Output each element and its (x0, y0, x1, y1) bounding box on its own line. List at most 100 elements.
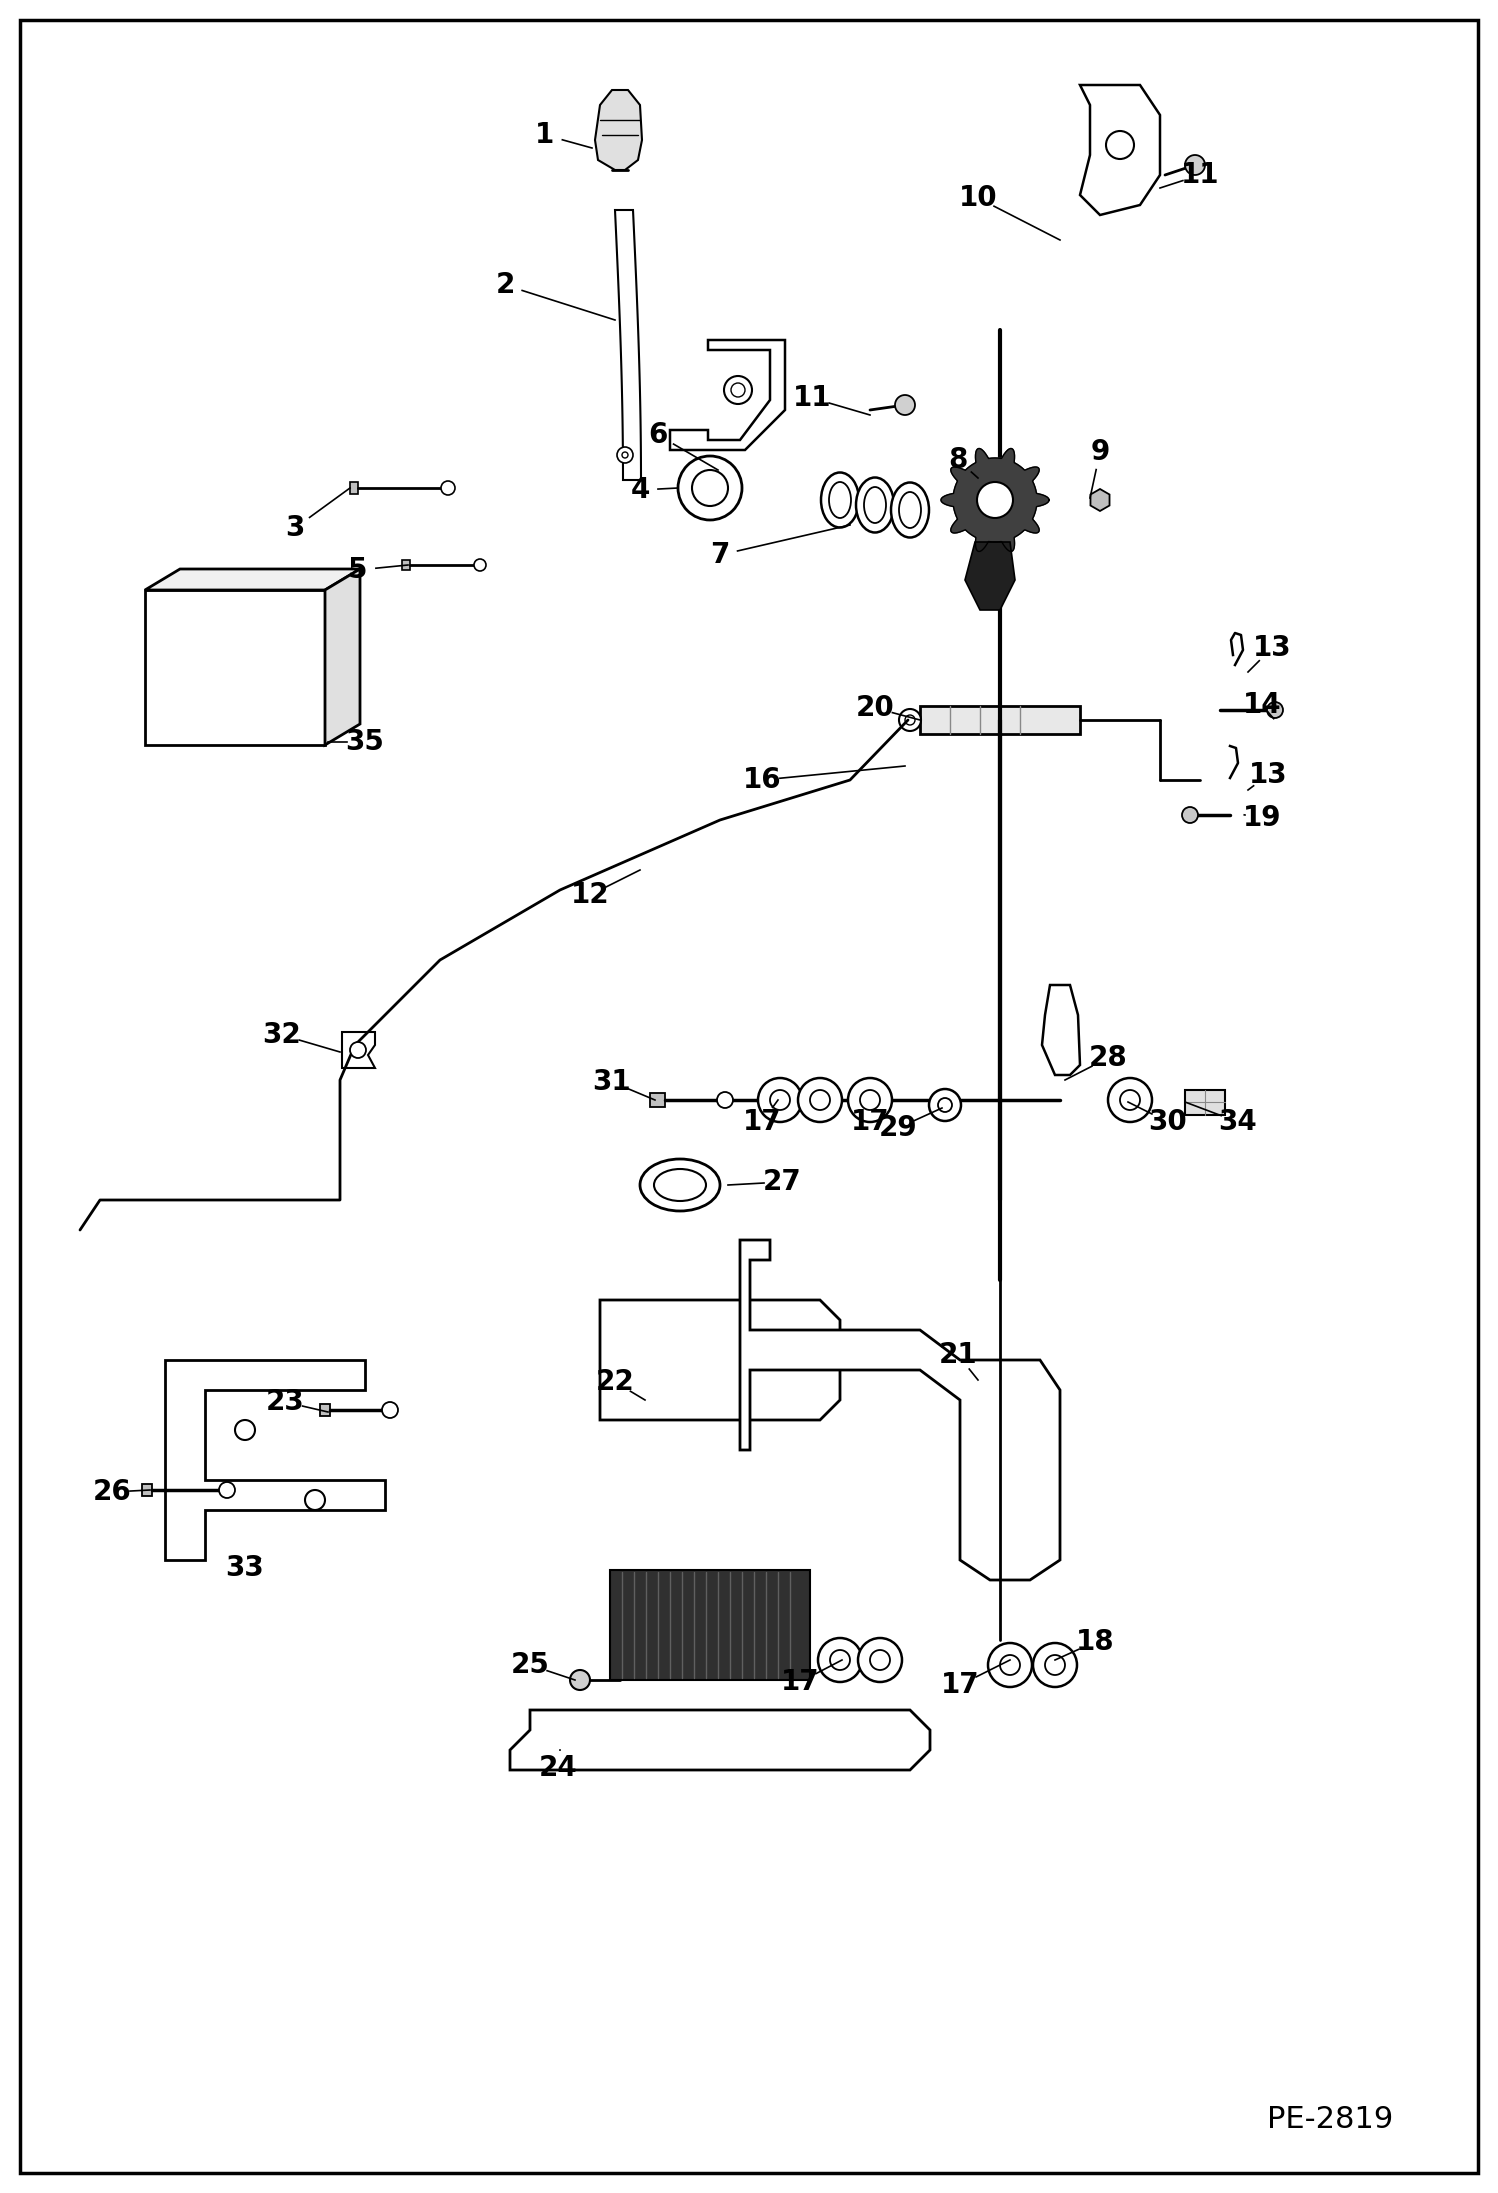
Text: 19: 19 (1243, 805, 1281, 831)
Circle shape (830, 1649, 849, 1671)
Polygon shape (145, 590, 325, 746)
Circle shape (977, 482, 1013, 518)
Ellipse shape (640, 1158, 721, 1211)
Ellipse shape (828, 482, 851, 518)
Circle shape (1109, 1079, 1152, 1123)
Text: 29: 29 (879, 1114, 917, 1143)
Circle shape (899, 708, 921, 730)
Text: 7: 7 (710, 542, 730, 568)
Text: 33: 33 (226, 1555, 264, 1581)
Circle shape (731, 384, 745, 397)
Circle shape (798, 1079, 842, 1123)
Circle shape (1106, 132, 1134, 160)
Polygon shape (595, 90, 643, 171)
Circle shape (718, 1092, 733, 1107)
Circle shape (848, 1079, 891, 1123)
Text: 35: 35 (346, 728, 385, 757)
Circle shape (989, 1643, 1032, 1686)
Text: 2: 2 (496, 272, 515, 298)
Polygon shape (321, 1404, 330, 1417)
Text: 18: 18 (1076, 1627, 1115, 1656)
Polygon shape (740, 1239, 1061, 1579)
Text: 14: 14 (1243, 691, 1281, 719)
Text: 22: 22 (596, 1368, 634, 1397)
Circle shape (938, 1099, 953, 1112)
Text: 25: 25 (511, 1651, 550, 1680)
Circle shape (351, 1042, 366, 1057)
Circle shape (818, 1638, 861, 1682)
Polygon shape (509, 1711, 930, 1770)
Circle shape (622, 452, 628, 458)
Text: 26: 26 (93, 1478, 132, 1507)
Polygon shape (165, 1360, 385, 1559)
Circle shape (1034, 1643, 1077, 1686)
Text: 31: 31 (593, 1068, 631, 1096)
Polygon shape (670, 340, 785, 450)
Text: 9: 9 (1091, 439, 1110, 465)
Text: 17: 17 (941, 1671, 980, 1700)
Text: 20: 20 (855, 693, 894, 721)
Circle shape (860, 1090, 879, 1110)
Text: 34: 34 (1219, 1107, 1257, 1136)
Polygon shape (601, 1300, 840, 1421)
Circle shape (810, 1090, 830, 1110)
Circle shape (1001, 1656, 1020, 1675)
Polygon shape (325, 568, 360, 746)
Ellipse shape (821, 471, 858, 529)
Polygon shape (142, 1485, 151, 1496)
Circle shape (1046, 1656, 1065, 1675)
Circle shape (724, 375, 752, 404)
Circle shape (617, 447, 634, 463)
Text: 21: 21 (939, 1340, 977, 1368)
Circle shape (894, 395, 915, 414)
Text: 8: 8 (948, 445, 968, 474)
Circle shape (692, 469, 728, 507)
Polygon shape (1080, 86, 1159, 215)
Circle shape (440, 480, 455, 496)
Polygon shape (650, 1092, 665, 1107)
Text: 28: 28 (1089, 1044, 1128, 1072)
Text: 27: 27 (762, 1169, 801, 1195)
Circle shape (1121, 1090, 1140, 1110)
Text: 10: 10 (959, 184, 998, 213)
Text: 32: 32 (262, 1022, 301, 1048)
Circle shape (770, 1090, 789, 1110)
Text: 5: 5 (348, 557, 367, 583)
Text: 1: 1 (535, 121, 554, 149)
Polygon shape (401, 559, 410, 570)
Text: 30: 30 (1149, 1107, 1188, 1136)
Polygon shape (610, 1570, 810, 1680)
Ellipse shape (864, 487, 885, 522)
Circle shape (679, 456, 742, 520)
Circle shape (306, 1489, 325, 1511)
Circle shape (758, 1079, 801, 1123)
Polygon shape (1185, 1090, 1225, 1114)
Ellipse shape (655, 1169, 706, 1202)
Text: PE-2819: PE-2819 (1267, 2105, 1393, 2134)
Text: 4: 4 (631, 476, 650, 504)
Polygon shape (920, 706, 1080, 735)
Text: 16: 16 (743, 765, 782, 794)
Circle shape (1182, 807, 1198, 822)
Text: 24: 24 (539, 1754, 577, 1783)
Text: 12: 12 (571, 882, 610, 910)
Circle shape (1267, 702, 1282, 717)
Text: 13: 13 (1249, 761, 1287, 789)
Circle shape (235, 1421, 255, 1441)
Circle shape (382, 1401, 398, 1419)
Text: 13: 13 (1252, 634, 1291, 662)
Polygon shape (351, 482, 358, 493)
Text: 17: 17 (780, 1669, 819, 1695)
Ellipse shape (891, 482, 929, 537)
Polygon shape (941, 450, 1049, 550)
Circle shape (219, 1482, 235, 1498)
Text: 23: 23 (265, 1388, 304, 1417)
Circle shape (870, 1649, 890, 1671)
Ellipse shape (855, 478, 894, 533)
Text: 6: 6 (649, 421, 668, 450)
Text: 17: 17 (851, 1107, 890, 1136)
Polygon shape (1043, 985, 1080, 1075)
Polygon shape (1091, 489, 1110, 511)
Polygon shape (342, 1033, 374, 1068)
Circle shape (905, 715, 915, 726)
